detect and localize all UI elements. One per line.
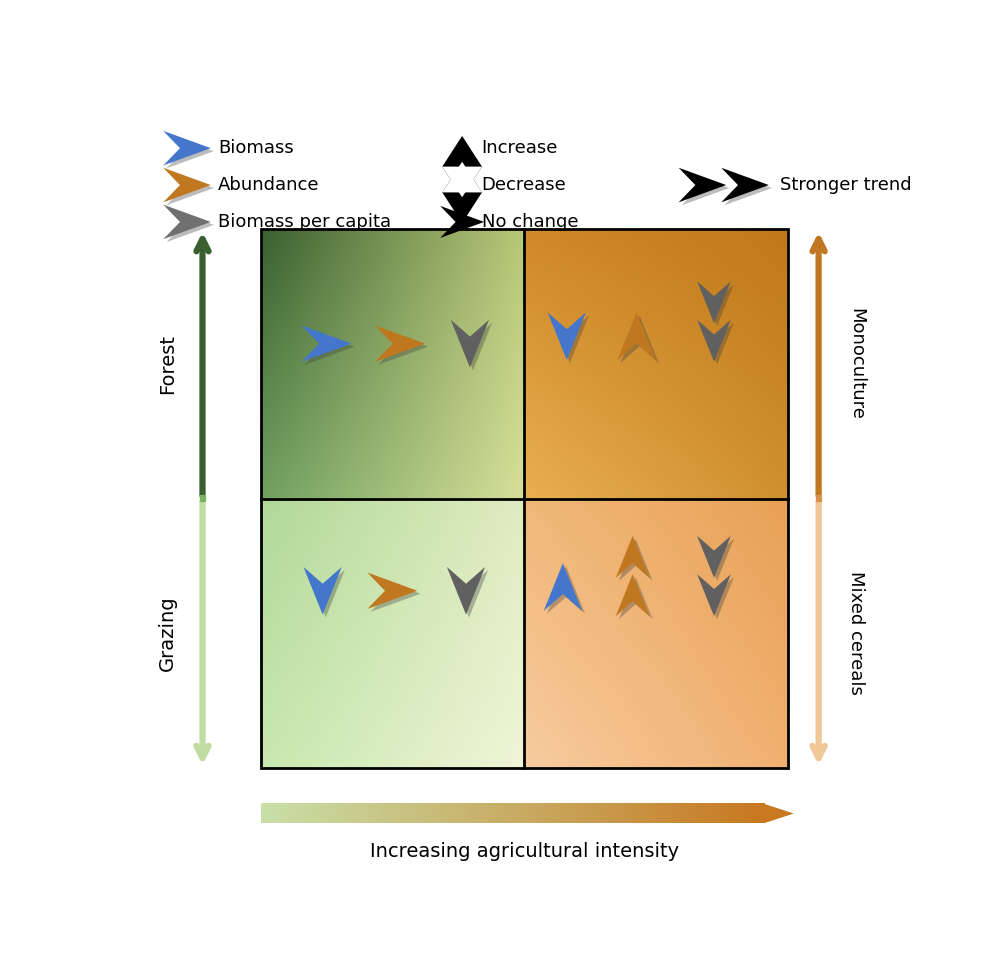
Polygon shape <box>166 134 214 169</box>
Text: Grazing: Grazing <box>158 595 177 671</box>
Polygon shape <box>679 168 726 202</box>
Text: Abundance: Abundance <box>218 176 320 194</box>
Polygon shape <box>375 326 425 362</box>
Text: Monoculture: Monoculture <box>847 308 865 420</box>
Polygon shape <box>303 567 342 615</box>
Bar <box>261 229 788 767</box>
Text: Increasing agricultural intensity: Increasing agricultural intensity <box>370 841 679 860</box>
Text: Increase: Increase <box>482 139 558 157</box>
Polygon shape <box>616 536 649 578</box>
Polygon shape <box>442 162 482 193</box>
Polygon shape <box>442 136 482 197</box>
Polygon shape <box>367 573 417 609</box>
Text: Decrease: Decrease <box>482 176 566 194</box>
Text: Stronger trend: Stronger trend <box>780 176 912 194</box>
Polygon shape <box>442 162 482 223</box>
Polygon shape <box>547 566 585 614</box>
Polygon shape <box>619 577 653 619</box>
Polygon shape <box>378 329 428 365</box>
Text: No change: No change <box>482 213 578 231</box>
Text: Biomass per capita: Biomass per capita <box>218 213 391 231</box>
Polygon shape <box>724 171 772 205</box>
Polygon shape <box>544 563 582 611</box>
Polygon shape <box>450 570 488 618</box>
Text: Biomass: Biomass <box>218 139 294 157</box>
Polygon shape <box>697 536 731 578</box>
Polygon shape <box>617 312 656 360</box>
Polygon shape <box>447 567 485 615</box>
Polygon shape <box>721 168 769 202</box>
Polygon shape <box>682 171 729 205</box>
Polygon shape <box>442 167 482 197</box>
Text: Mixed cereals: Mixed cereals <box>847 571 865 696</box>
Polygon shape <box>697 282 731 323</box>
Polygon shape <box>616 574 649 616</box>
Polygon shape <box>619 538 653 581</box>
Polygon shape <box>163 131 211 166</box>
Polygon shape <box>370 576 421 612</box>
Polygon shape <box>451 320 489 368</box>
Polygon shape <box>163 205 211 240</box>
Polygon shape <box>440 206 484 238</box>
Polygon shape <box>166 171 214 205</box>
Polygon shape <box>548 312 586 360</box>
Polygon shape <box>166 208 214 242</box>
Polygon shape <box>301 326 352 362</box>
Polygon shape <box>620 315 659 363</box>
Polygon shape <box>551 315 589 363</box>
Polygon shape <box>700 538 734 581</box>
Polygon shape <box>307 570 345 618</box>
Polygon shape <box>700 323 734 365</box>
Polygon shape <box>700 285 734 327</box>
Polygon shape <box>764 804 794 823</box>
Polygon shape <box>700 577 734 619</box>
Polygon shape <box>305 329 355 365</box>
Polygon shape <box>697 320 731 362</box>
Text: Forest: Forest <box>158 334 177 394</box>
Polygon shape <box>454 323 492 371</box>
Polygon shape <box>163 168 211 202</box>
Polygon shape <box>697 574 731 616</box>
